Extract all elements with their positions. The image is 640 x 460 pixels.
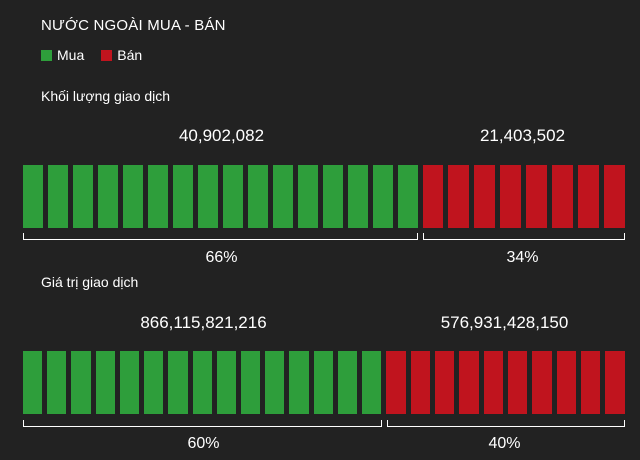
buy-segment bbox=[119, 351, 140, 414]
sell-segment bbox=[386, 351, 406, 414]
sell-segment bbox=[578, 165, 600, 228]
sell-segment bbox=[581, 351, 601, 414]
legend-buy-swatch bbox=[41, 49, 52, 61]
volume-sell-percent: 34% bbox=[506, 249, 539, 266]
legend-sell: Bán bbox=[101, 47, 142, 63]
value-sell-value: 576,931,428,150 bbox=[440, 313, 569, 332]
buy-segment bbox=[122, 165, 143, 228]
volume-buy-percent: 66% bbox=[205, 249, 238, 266]
buy-segment bbox=[144, 351, 164, 414]
buy-segment bbox=[197, 165, 218, 228]
buy-segment bbox=[247, 165, 268, 228]
buy-segment bbox=[347, 165, 368, 228]
sell-segment bbox=[434, 351, 455, 414]
buy-segment bbox=[147, 165, 168, 228]
volume-sell-bracket bbox=[423, 233, 625, 240]
sell-segment bbox=[552, 165, 574, 228]
value-sell-percent: 40% bbox=[488, 435, 521, 452]
volume-section-label: Khối lượng giao dịch bbox=[41, 88, 171, 104]
sell-segment bbox=[532, 351, 552, 414]
legend-sell-swatch bbox=[101, 49, 113, 61]
volume-buy-value: 40,902,082 bbox=[178, 126, 265, 145]
sell-segment bbox=[556, 351, 577, 414]
buy-segment bbox=[216, 351, 236, 414]
value-bar bbox=[23, 351, 625, 414]
legend-buy-label: Mua bbox=[57, 47, 85, 63]
sell-segment bbox=[483, 351, 503, 414]
sell-segment bbox=[508, 351, 528, 414]
buy-segment bbox=[23, 165, 43, 228]
legend: Mua Bán bbox=[41, 47, 159, 63]
sell-segment bbox=[605, 351, 625, 414]
buy-segment bbox=[362, 351, 382, 414]
buy-segment bbox=[71, 351, 91, 414]
buy-segment bbox=[313, 351, 333, 414]
buy-segment bbox=[240, 351, 261, 414]
buy-segment bbox=[97, 165, 118, 228]
sell-segment bbox=[474, 165, 496, 228]
buy-segment bbox=[47, 351, 67, 414]
buy-segment bbox=[272, 165, 293, 228]
value-buy-bracket bbox=[23, 420, 382, 427]
widget-title: NƯỚC NGOÀI MUA - BÁN bbox=[41, 17, 226, 34]
sell-segment bbox=[526, 165, 548, 228]
buy-segment bbox=[47, 165, 68, 228]
value-section-label: Giá trị giao dịch bbox=[41, 274, 139, 290]
buy-segment bbox=[322, 165, 343, 228]
sell-segment bbox=[422, 165, 444, 228]
buy-segment bbox=[372, 165, 393, 228]
buy-segment bbox=[23, 351, 43, 414]
value-sell-bracket bbox=[387, 420, 625, 427]
legend-sell-label: Bán bbox=[117, 47, 143, 63]
buy-segment bbox=[289, 351, 309, 414]
volume-sell-value: 21,403,502 bbox=[479, 126, 566, 145]
sell-segment bbox=[410, 351, 430, 414]
volume-buy-bracket bbox=[23, 233, 418, 240]
value-buy-value: 866,115,821,216 bbox=[140, 313, 267, 332]
buy-segment bbox=[337, 351, 358, 414]
legend-buy: Mua bbox=[41, 47, 84, 63]
buy-segment bbox=[168, 351, 188, 414]
buy-segment bbox=[222, 165, 243, 228]
volume-bar bbox=[23, 165, 625, 228]
buy-segment bbox=[72, 165, 93, 228]
sell-segment bbox=[448, 165, 470, 228]
buy-segment bbox=[172, 165, 193, 228]
buy-segment bbox=[192, 351, 212, 414]
buy-segment bbox=[297, 165, 318, 228]
sell-segment bbox=[604, 165, 625, 228]
buy-segment bbox=[265, 351, 285, 414]
value-buy-percent: 60% bbox=[187, 435, 220, 452]
buy-segment bbox=[95, 351, 115, 414]
sell-segment bbox=[500, 165, 522, 228]
sell-segment bbox=[459, 351, 479, 414]
buy-segment bbox=[397, 165, 418, 228]
